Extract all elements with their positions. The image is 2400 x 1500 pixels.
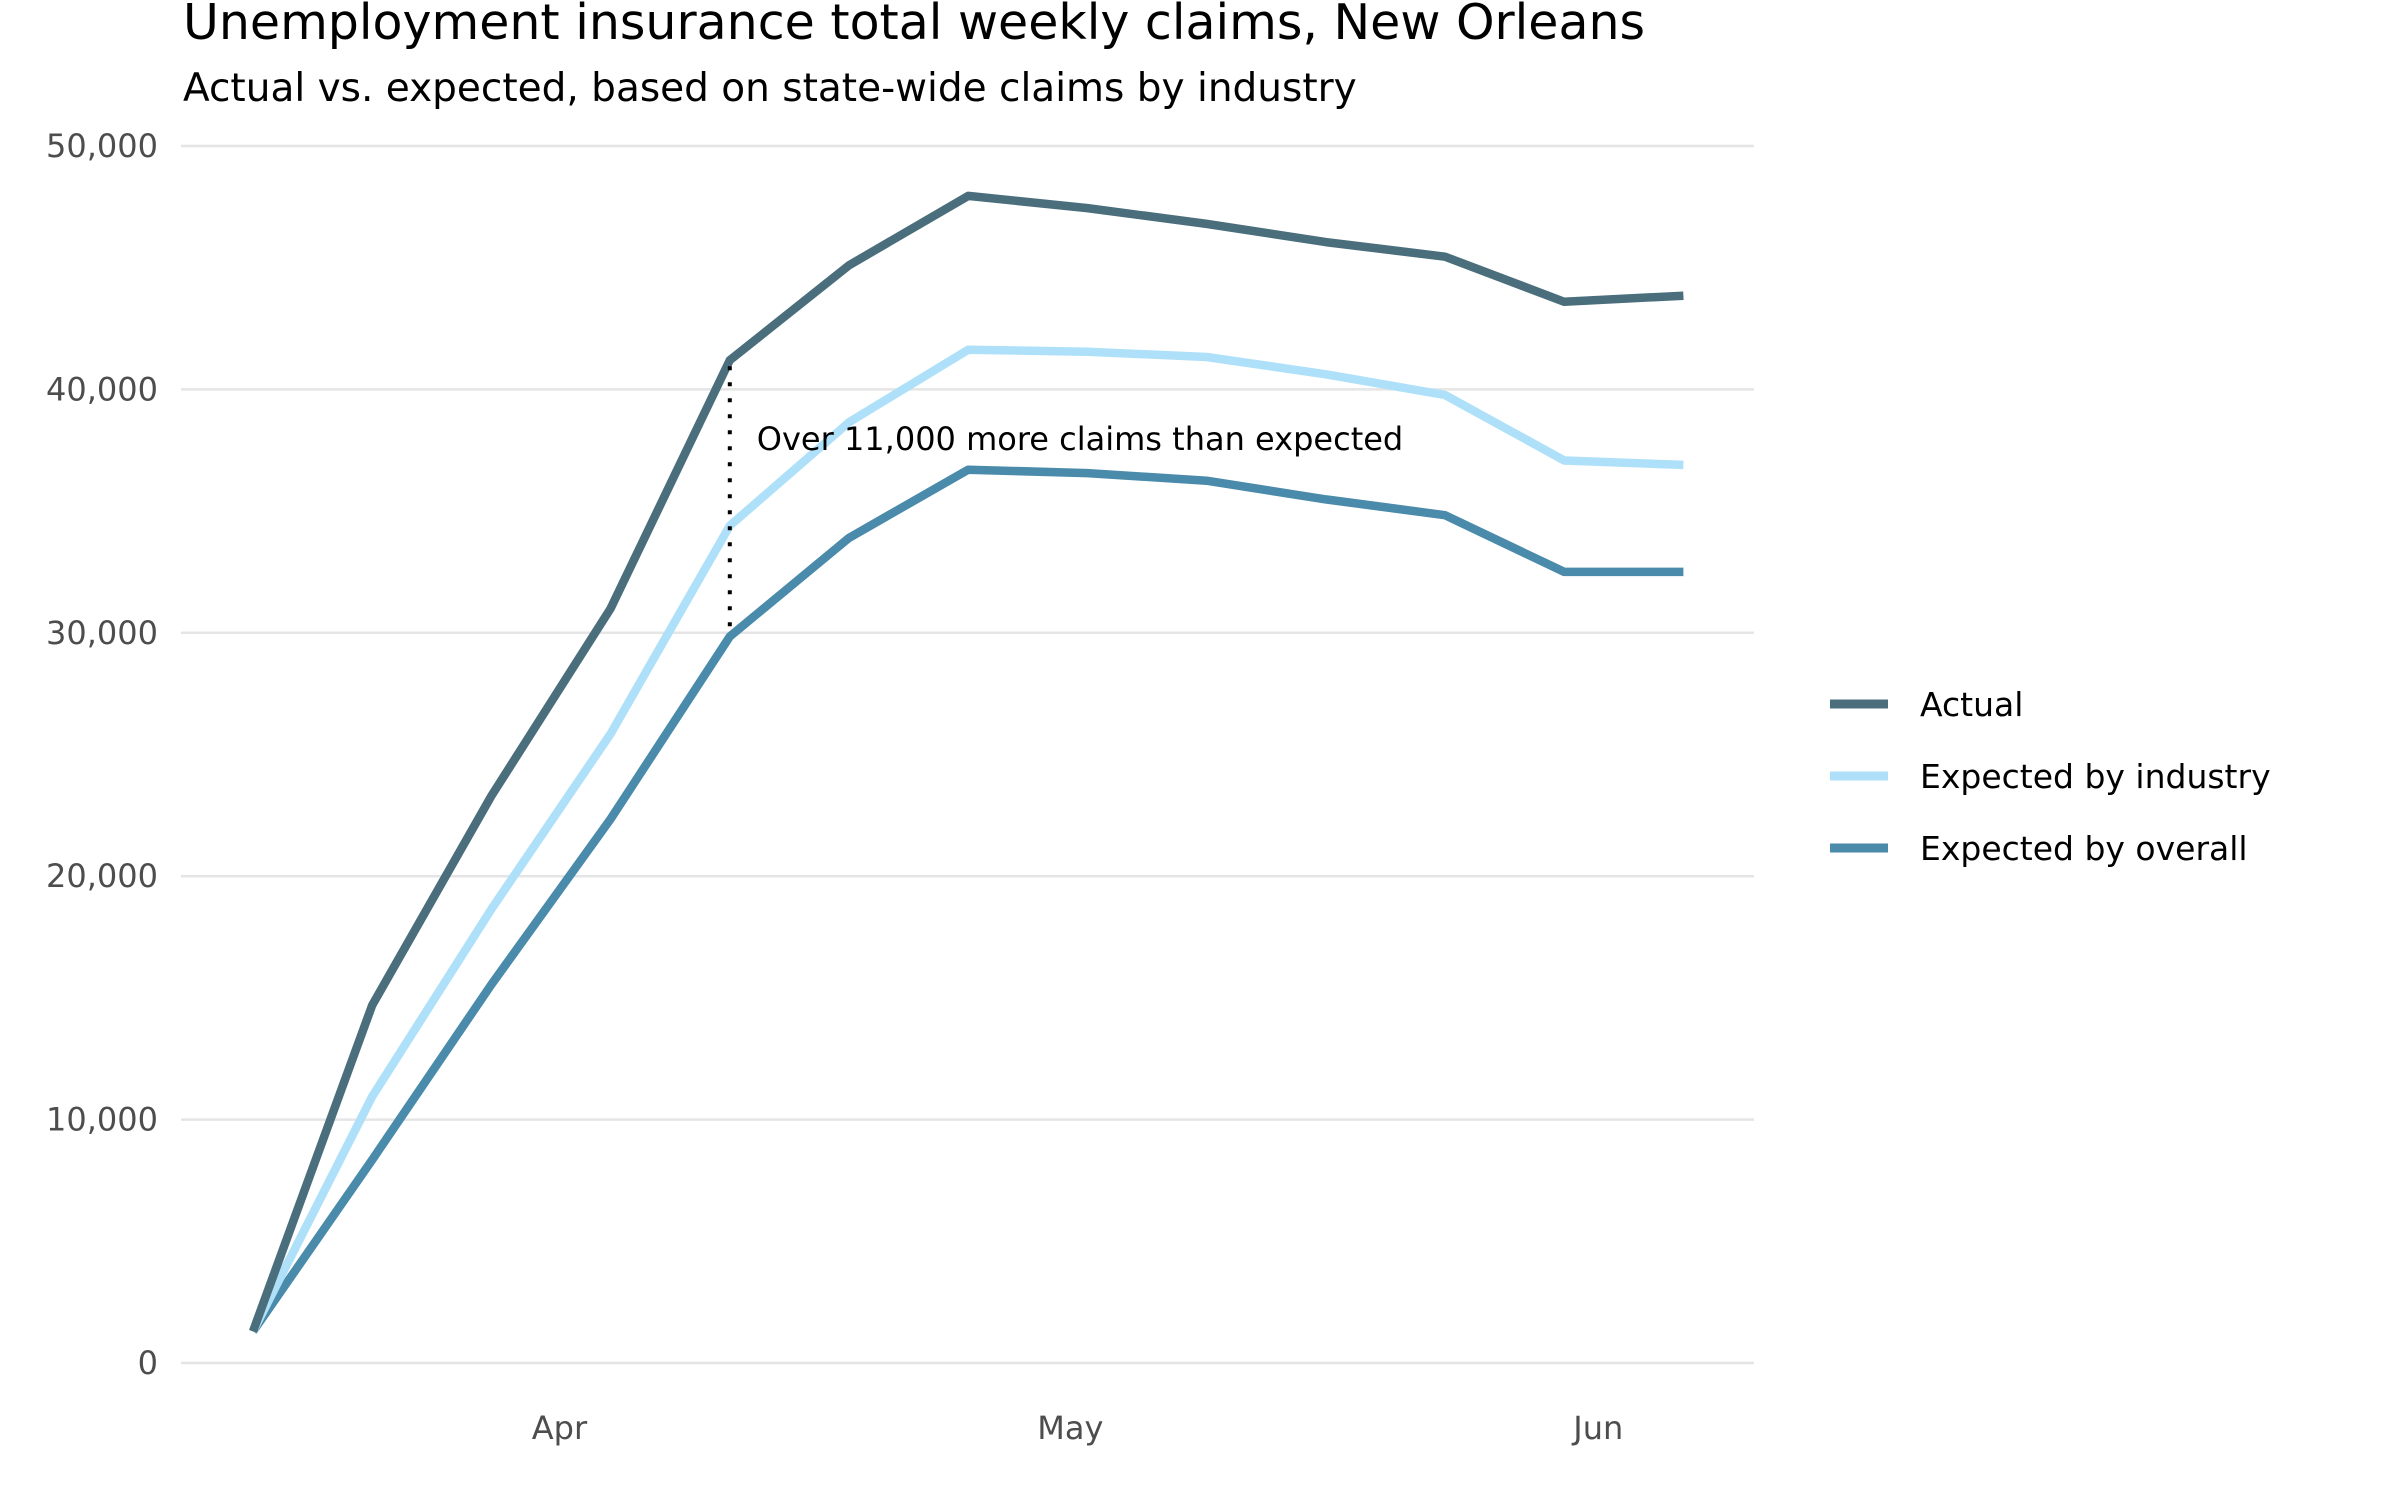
y-tick-label: 0 xyxy=(138,1344,158,1382)
annotation-text: Over 11,000 more claims than expected xyxy=(757,420,1403,458)
y-axis-ticks: 0 10,000 20,000 30,000 40,000 50,000 xyxy=(46,127,158,1382)
x-tick-label: Apr xyxy=(532,1409,588,1447)
legend-item: Expected by overall xyxy=(1830,829,2248,868)
chart-title: Unemployment insurance total weekly clai… xyxy=(183,0,1645,51)
legend-label: Actual xyxy=(1920,685,2023,724)
chart-subtitle: Actual vs. expected, based on state-wide… xyxy=(183,66,1357,111)
x-axis-ticks: Apr May Jun xyxy=(532,1409,1624,1447)
series-line-expected-by-overall xyxy=(249,465,1684,1334)
series-line-expected-by-industry xyxy=(249,345,1684,1334)
y-tick-label: 10,000 xyxy=(46,1101,158,1139)
gridlines xyxy=(181,144,1754,1365)
y-tick-label: 20,000 xyxy=(46,857,158,895)
x-tick-label: Jun xyxy=(1571,1409,1623,1447)
legend-item: Actual xyxy=(1830,685,2023,724)
annotation: Over 11,000 more claims than expected xyxy=(727,366,1403,637)
series-line-actual xyxy=(249,191,1684,1333)
legend-item: Expected by industry xyxy=(1830,757,2271,796)
legend-label: Expected by industry xyxy=(1920,757,2271,796)
y-tick-label: 50,000 xyxy=(46,127,158,165)
legend: Actual Expected by industry Expected by ov… xyxy=(1830,685,2271,868)
x-tick-label: May xyxy=(1037,1409,1103,1447)
series-lines xyxy=(249,191,1684,1334)
y-tick-label: 30,000 xyxy=(46,614,158,652)
y-tick-label: 40,000 xyxy=(46,370,158,408)
legend-label: Expected by overall xyxy=(1920,829,2248,868)
